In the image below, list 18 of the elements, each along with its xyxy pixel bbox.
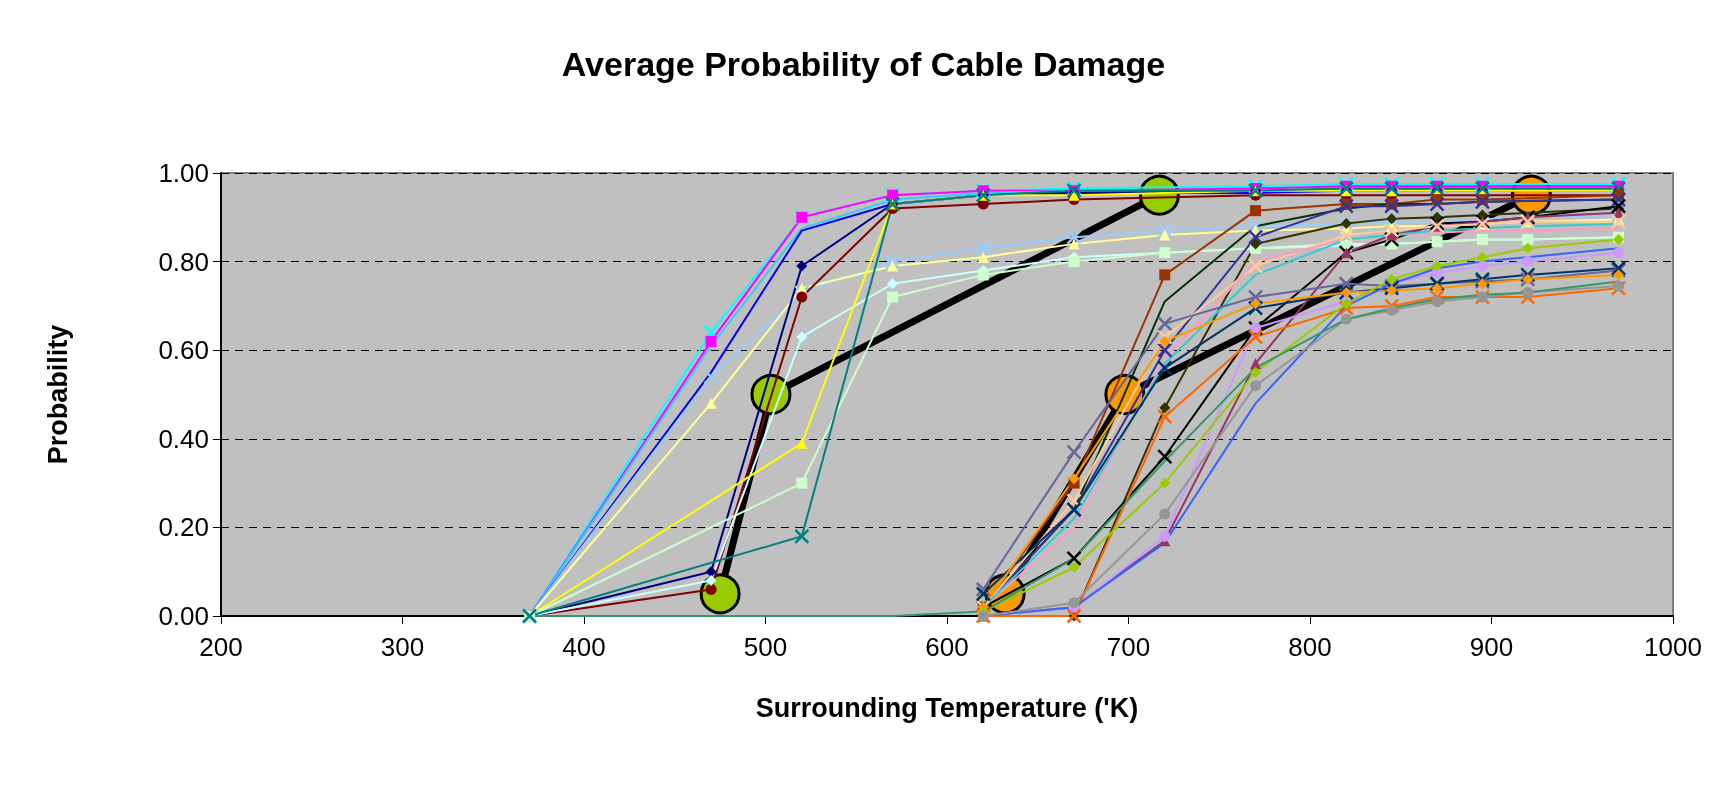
x-tick-label: 300 bbox=[380, 632, 425, 662]
chart-title: Average Probability of Cable Damage bbox=[561, 45, 1166, 83]
x-tick-label: 700 bbox=[1106, 632, 1151, 662]
x-tick-label: 400 bbox=[562, 632, 606, 662]
x-tick-label: 1000 bbox=[1644, 632, 1702, 662]
x-tick-label: 200 bbox=[199, 632, 243, 662]
y-tick-label: 1.00 bbox=[158, 158, 209, 188]
y-tick-label: 0.80 bbox=[158, 246, 209, 277]
x-tick-label: 800 bbox=[1288, 632, 1332, 662]
x-tick-label: 600 bbox=[925, 632, 969, 662]
y-tick-label: 0.60 bbox=[158, 335, 209, 366]
x-tick-label: 500 bbox=[743, 632, 788, 662]
y-tick-label: 0.00 bbox=[158, 601, 209, 631]
y-axis-title: Probability bbox=[42, 324, 73, 465]
x-tick-label: 900 bbox=[1469, 632, 1514, 662]
x-axis-title: Surrounding Temperature ('K) bbox=[755, 692, 1139, 723]
y-tick-label: 0.40 bbox=[158, 423, 209, 454]
y-tick-label: 0.20 bbox=[158, 512, 209, 543]
